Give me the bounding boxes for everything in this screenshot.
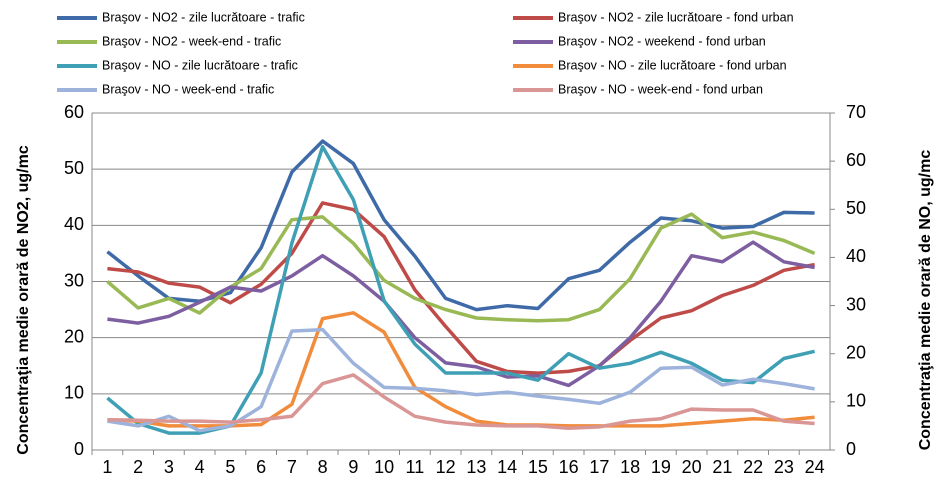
series-line	[107, 327, 815, 433]
x-tick-label: 15	[528, 457, 548, 477]
y-axis-label: Concentraţia medie orară de NO2, ug/mc	[15, 145, 32, 455]
y-tick-label: 0	[74, 439, 84, 459]
y2-tick-label: 60	[846, 150, 866, 170]
x-tick-label: 8	[318, 457, 328, 477]
y2-tick-label: 10	[846, 391, 866, 411]
x-tick-label: 19	[651, 457, 671, 477]
x-tick-label: 20	[682, 457, 702, 477]
y-tick-label: 10	[64, 383, 84, 403]
y2-tick-label: 0	[846, 439, 856, 459]
series-line	[107, 373, 815, 431]
legend-label: Braşov - NO2 - zile lucrătoare - fond ur…	[558, 10, 794, 24]
legend-label: Braşov - NO2 - zile lucrătoare - trafic	[102, 10, 305, 24]
x-tick-label: 24	[805, 457, 825, 477]
legend-label: Braşov - NO - week-end - fond urban	[558, 82, 763, 96]
y2-axis-label: Concentraţia medie orară de NO, ug/mc	[917, 150, 934, 451]
y-tick-label: 60	[64, 102, 84, 122]
x-tick-label: 5	[225, 457, 235, 477]
x-tick-label: 4	[195, 457, 205, 477]
series-line	[107, 201, 815, 375]
x-tick-label: 12	[436, 457, 456, 477]
x-tick-label: 14	[497, 457, 517, 477]
x-tick-label: 17	[589, 457, 609, 477]
x-tick-label: 1	[102, 457, 112, 477]
y-tick-label: 20	[64, 326, 84, 346]
series-line	[106, 144, 815, 435]
x-tick-label: 22	[743, 457, 763, 477]
x-tick-label: 13	[466, 457, 486, 477]
x-tick-label: 18	[620, 457, 640, 477]
series-line	[107, 240, 815, 388]
y2-tick-label: 40	[846, 246, 866, 266]
legend-label: Braşov - NO - week-end - trafic	[102, 82, 274, 96]
y2-tick-label: 30	[846, 294, 866, 314]
x-tick-label: 3	[164, 457, 174, 477]
x-tick-label: 6	[256, 457, 266, 477]
y-tick-label: 30	[64, 270, 84, 290]
legend-label: Braşov - NO - zile lucrătoare - trafic	[102, 58, 298, 72]
y-tick-label: 50	[64, 158, 84, 178]
x-tick-label: 2	[133, 457, 143, 477]
x-tick-label: 11	[406, 457, 425, 477]
y2-tick-label: 50	[846, 198, 866, 218]
legend-label: Braşov - NO - zile lucrătoare - fond urb…	[558, 58, 787, 72]
legend-label: Braşov - NO2 - week-end - trafic	[102, 34, 281, 48]
x-tick-label: 9	[348, 457, 358, 477]
x-tick-label: 23	[774, 457, 794, 477]
x-tick-label: 21	[712, 457, 732, 477]
y2-tick-label: 70	[846, 102, 866, 122]
x-tick-label: 10	[374, 457, 394, 477]
y2-tick-label: 20	[846, 342, 866, 362]
x-tick-label: 16	[559, 457, 579, 477]
series-line	[106, 139, 815, 312]
x-tick-label: 7	[287, 457, 297, 477]
y-tick-label: 40	[64, 214, 84, 234]
legend-label: Braşov - NO2 - weekend - fond urban	[558, 34, 766, 48]
